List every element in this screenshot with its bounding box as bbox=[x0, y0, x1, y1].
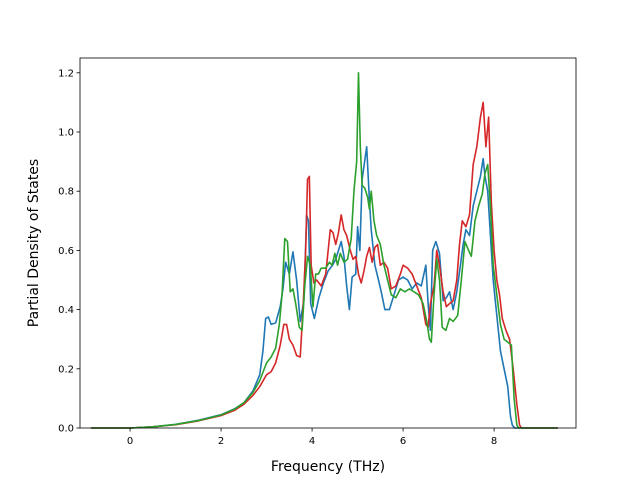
y-tick-label: 0.8 bbox=[58, 187, 74, 198]
x-axis-ticks: 0 2 4 6 8 bbox=[127, 428, 497, 447]
series-line-2 bbox=[90, 101, 558, 429]
plot-area bbox=[80, 58, 576, 428]
y-tick-label: 0.6 bbox=[58, 246, 74, 257]
y-axis-title: Partial Density of States bbox=[26, 159, 42, 327]
y-tick-label: 0.2 bbox=[58, 364, 74, 375]
y-tick-label: 1.2 bbox=[58, 68, 74, 79]
x-tick-label: 8 bbox=[491, 436, 497, 447]
y-tick-label: 1.0 bbox=[58, 128, 74, 139]
x-tick-label: 4 bbox=[309, 436, 315, 447]
y-tick-label: 0.0 bbox=[58, 424, 74, 435]
x-tick-label: 2 bbox=[218, 436, 224, 447]
y-tick-label: 0.4 bbox=[58, 305, 74, 316]
series-line-3 bbox=[90, 72, 558, 429]
series-line-1 bbox=[90, 146, 558, 429]
x-tick-label: 0 bbox=[127, 436, 133, 447]
plot-frame bbox=[79, 57, 577, 429]
x-tick-label: 6 bbox=[400, 436, 406, 447]
y-axis-ticks: 0.0 0.2 0.4 0.6 0.8 1.0 1.2 bbox=[58, 68, 80, 435]
series-layer bbox=[90, 72, 558, 429]
x-axis-title: Frequency (THz) bbox=[271, 459, 385, 475]
